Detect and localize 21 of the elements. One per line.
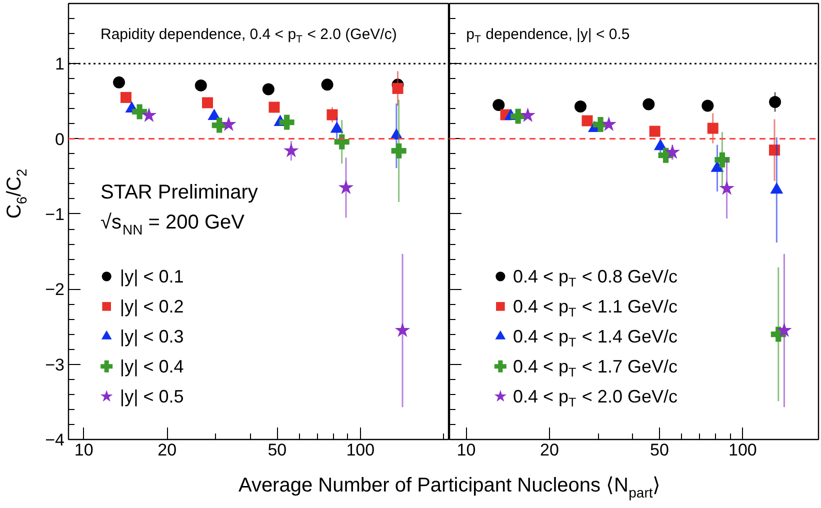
legend-label: |y| < 0.3: [120, 326, 184, 346]
x-tick-label: 20: [158, 440, 177, 460]
x-tick-label: 100: [346, 440, 375, 460]
x-tick-label: 100: [728, 440, 757, 460]
y-axis-title: C6/C2: [4, 168, 30, 219]
legend-label: |y| < 0.4: [120, 356, 184, 376]
annotation: STAR Preliminary: [100, 181, 258, 204]
y-tick-label: −2: [45, 280, 65, 300]
y-tick-label: 1: [55, 54, 65, 74]
y-tick-label: −4: [45, 430, 65, 450]
x-tick-label: 50: [268, 440, 287, 460]
y-tick-label: −3: [45, 355, 65, 374]
legend-label: |y| < 0.2: [120, 296, 184, 316]
legend-label: |y| < 0.5: [120, 386, 184, 406]
x-tick-label: 10: [74, 440, 94, 460]
x-tick-label: 20: [540, 440, 559, 460]
x-tick-label: 10: [456, 440, 476, 460]
y-tick-label: −1: [45, 204, 65, 224]
x-tick-label: 50: [650, 440, 669, 460]
y-tick-label: 0: [55, 130, 65, 149]
legend-label: |y| < 0.1: [120, 266, 184, 286]
